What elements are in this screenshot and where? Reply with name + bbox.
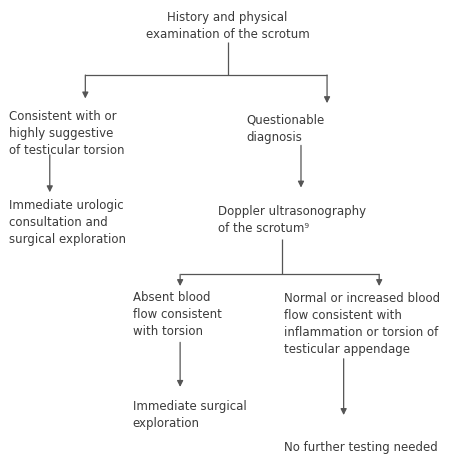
Text: No further testing needed: No further testing needed [284,441,438,454]
Text: Immediate surgical
exploration: Immediate surgical exploration [133,400,246,430]
Text: History and physical
examination of the scrotum: History and physical examination of the … [146,11,310,41]
Text: Consistent with or
highly suggestive
of testicular torsion: Consistent with or highly suggestive of … [9,110,125,157]
Text: Normal or increased blood
flow consistent with
inflammation or torsion of
testic: Normal or increased blood flow consisten… [284,292,440,356]
Text: Questionable
diagnosis: Questionable diagnosis [246,114,325,144]
Text: Doppler ultrasonography
of the scrotum⁹: Doppler ultrasonography of the scrotum⁹ [218,205,366,235]
Text: Absent blood
flow consistent
with torsion: Absent blood flow consistent with torsio… [133,291,221,338]
Text: Immediate urologic
consultation and
surgical exploration: Immediate urologic consultation and surg… [9,199,127,246]
